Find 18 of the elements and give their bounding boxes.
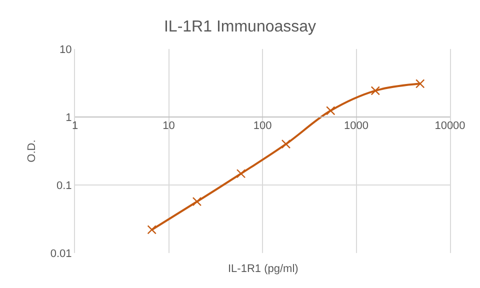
y-tick-label: 0.01 [50,248,72,260]
chart-title: IL-1R1 Immunoassay [164,18,316,36]
y-tick-label: 10 [60,44,72,56]
point [370,86,380,96]
point [147,225,156,234]
y-axis-title: O.D. [26,140,38,162]
point [236,169,246,178]
y-tick-label: 1 [66,112,72,124]
point [192,197,202,206]
point [281,139,291,149]
x-tick-label: 10 [162,120,175,132]
x-tick-label: 10000 [434,120,466,132]
x-tick-label: 100 [253,120,272,132]
y-tick-label: 0.1 [56,180,72,192]
x-tick-label: 1000 [344,120,368,132]
point [416,79,425,88]
x-axis-title: IL-1R1 (pg/ml) [228,263,298,275]
point [326,106,336,116]
